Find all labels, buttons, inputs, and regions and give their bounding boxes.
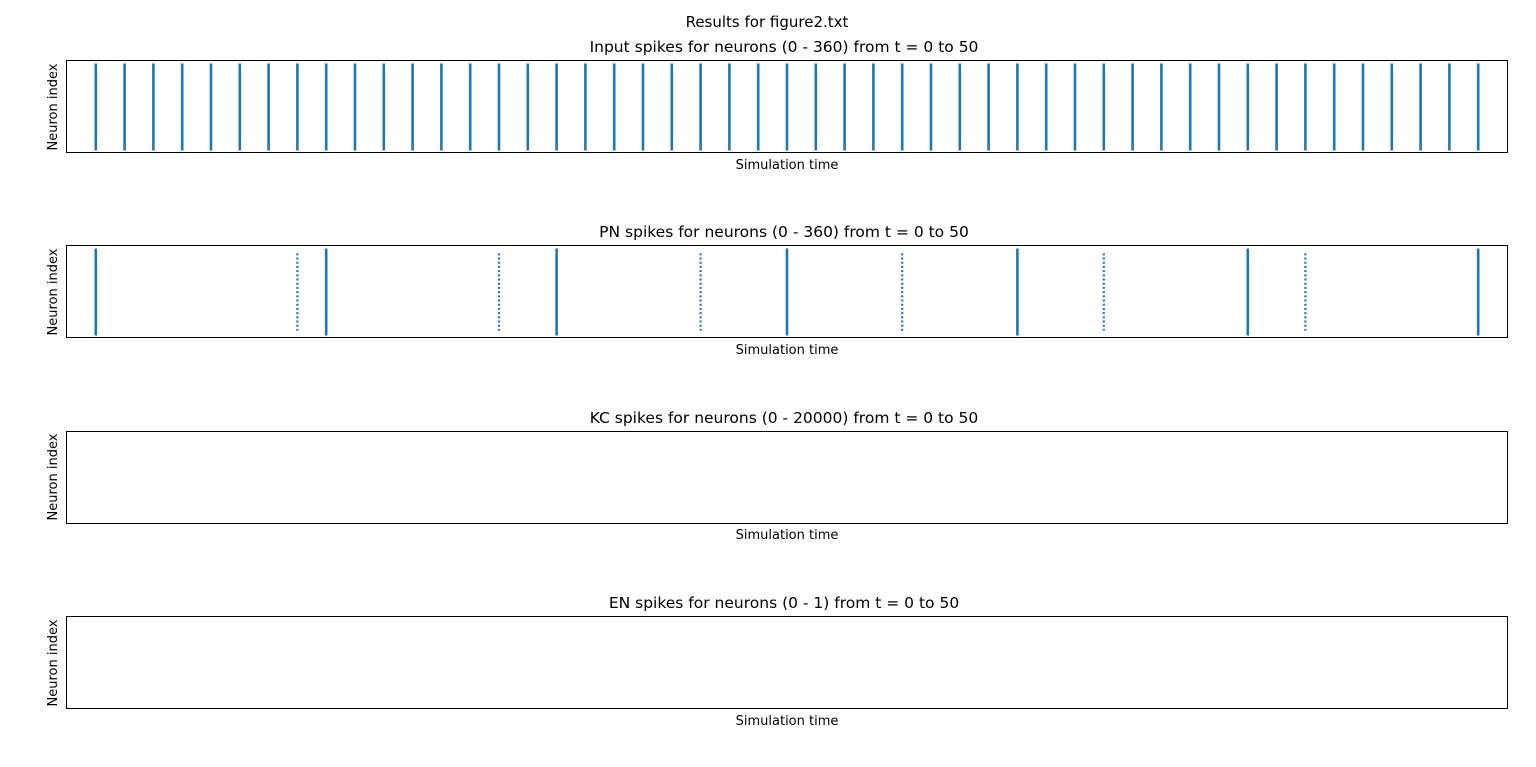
panel-en-ylabel: Neuron index: [46, 619, 61, 706]
panel-input-xlabel: Simulation time: [736, 158, 839, 173]
panel-input-title: Input spikes for neurons (0 - 360) from …: [590, 38, 979, 56]
panel-pn-spike-marks: [94, 248, 1480, 336]
panel-kc-plot-frame: [66, 431, 1508, 524]
panel-pn-ylabel: Neuron index: [46, 248, 61, 335]
panel-kc-spikes: KC spikes for neurons (0 - 20000) from t…: [46, 409, 1508, 543]
panel-input-spike-marks: [94, 63, 1480, 151]
panel-pn-title: PN spikes for neurons (0 - 360) from t =…: [599, 223, 969, 241]
panel-pn-plot-frame: [66, 245, 1508, 338]
panel-en-plot-frame: [66, 616, 1508, 709]
panel-pn-xlabel: Simulation time: [736, 343, 839, 358]
panel-kc-title: KC spikes for neurons (0 - 20000) from t…: [590, 409, 979, 427]
panel-en-title: EN spikes for neurons (0 - 1) from t = 0…: [609, 594, 959, 612]
panel-en-xlabel: Simulation time: [736, 714, 839, 729]
panel-kc-ylabel: Neuron index: [46, 433, 61, 520]
figure-suptitle: Results for figure2.txt: [686, 13, 849, 31]
panel-pn-spikes: PN spikes for neurons (0 - 360) from t =…: [46, 223, 1508, 358]
panel-en-spikes: EN spikes for neurons (0 - 1) from t = 0…: [46, 594, 1508, 729]
panel-input-ylabel: Neuron index: [46, 63, 61, 150]
panel-kc-xlabel: Simulation time: [736, 528, 839, 543]
panel-input-spikes: Input spikes for neurons (0 - 360) from …: [46, 38, 1508, 173]
panel-input-plot-frame: [66, 60, 1508, 153]
